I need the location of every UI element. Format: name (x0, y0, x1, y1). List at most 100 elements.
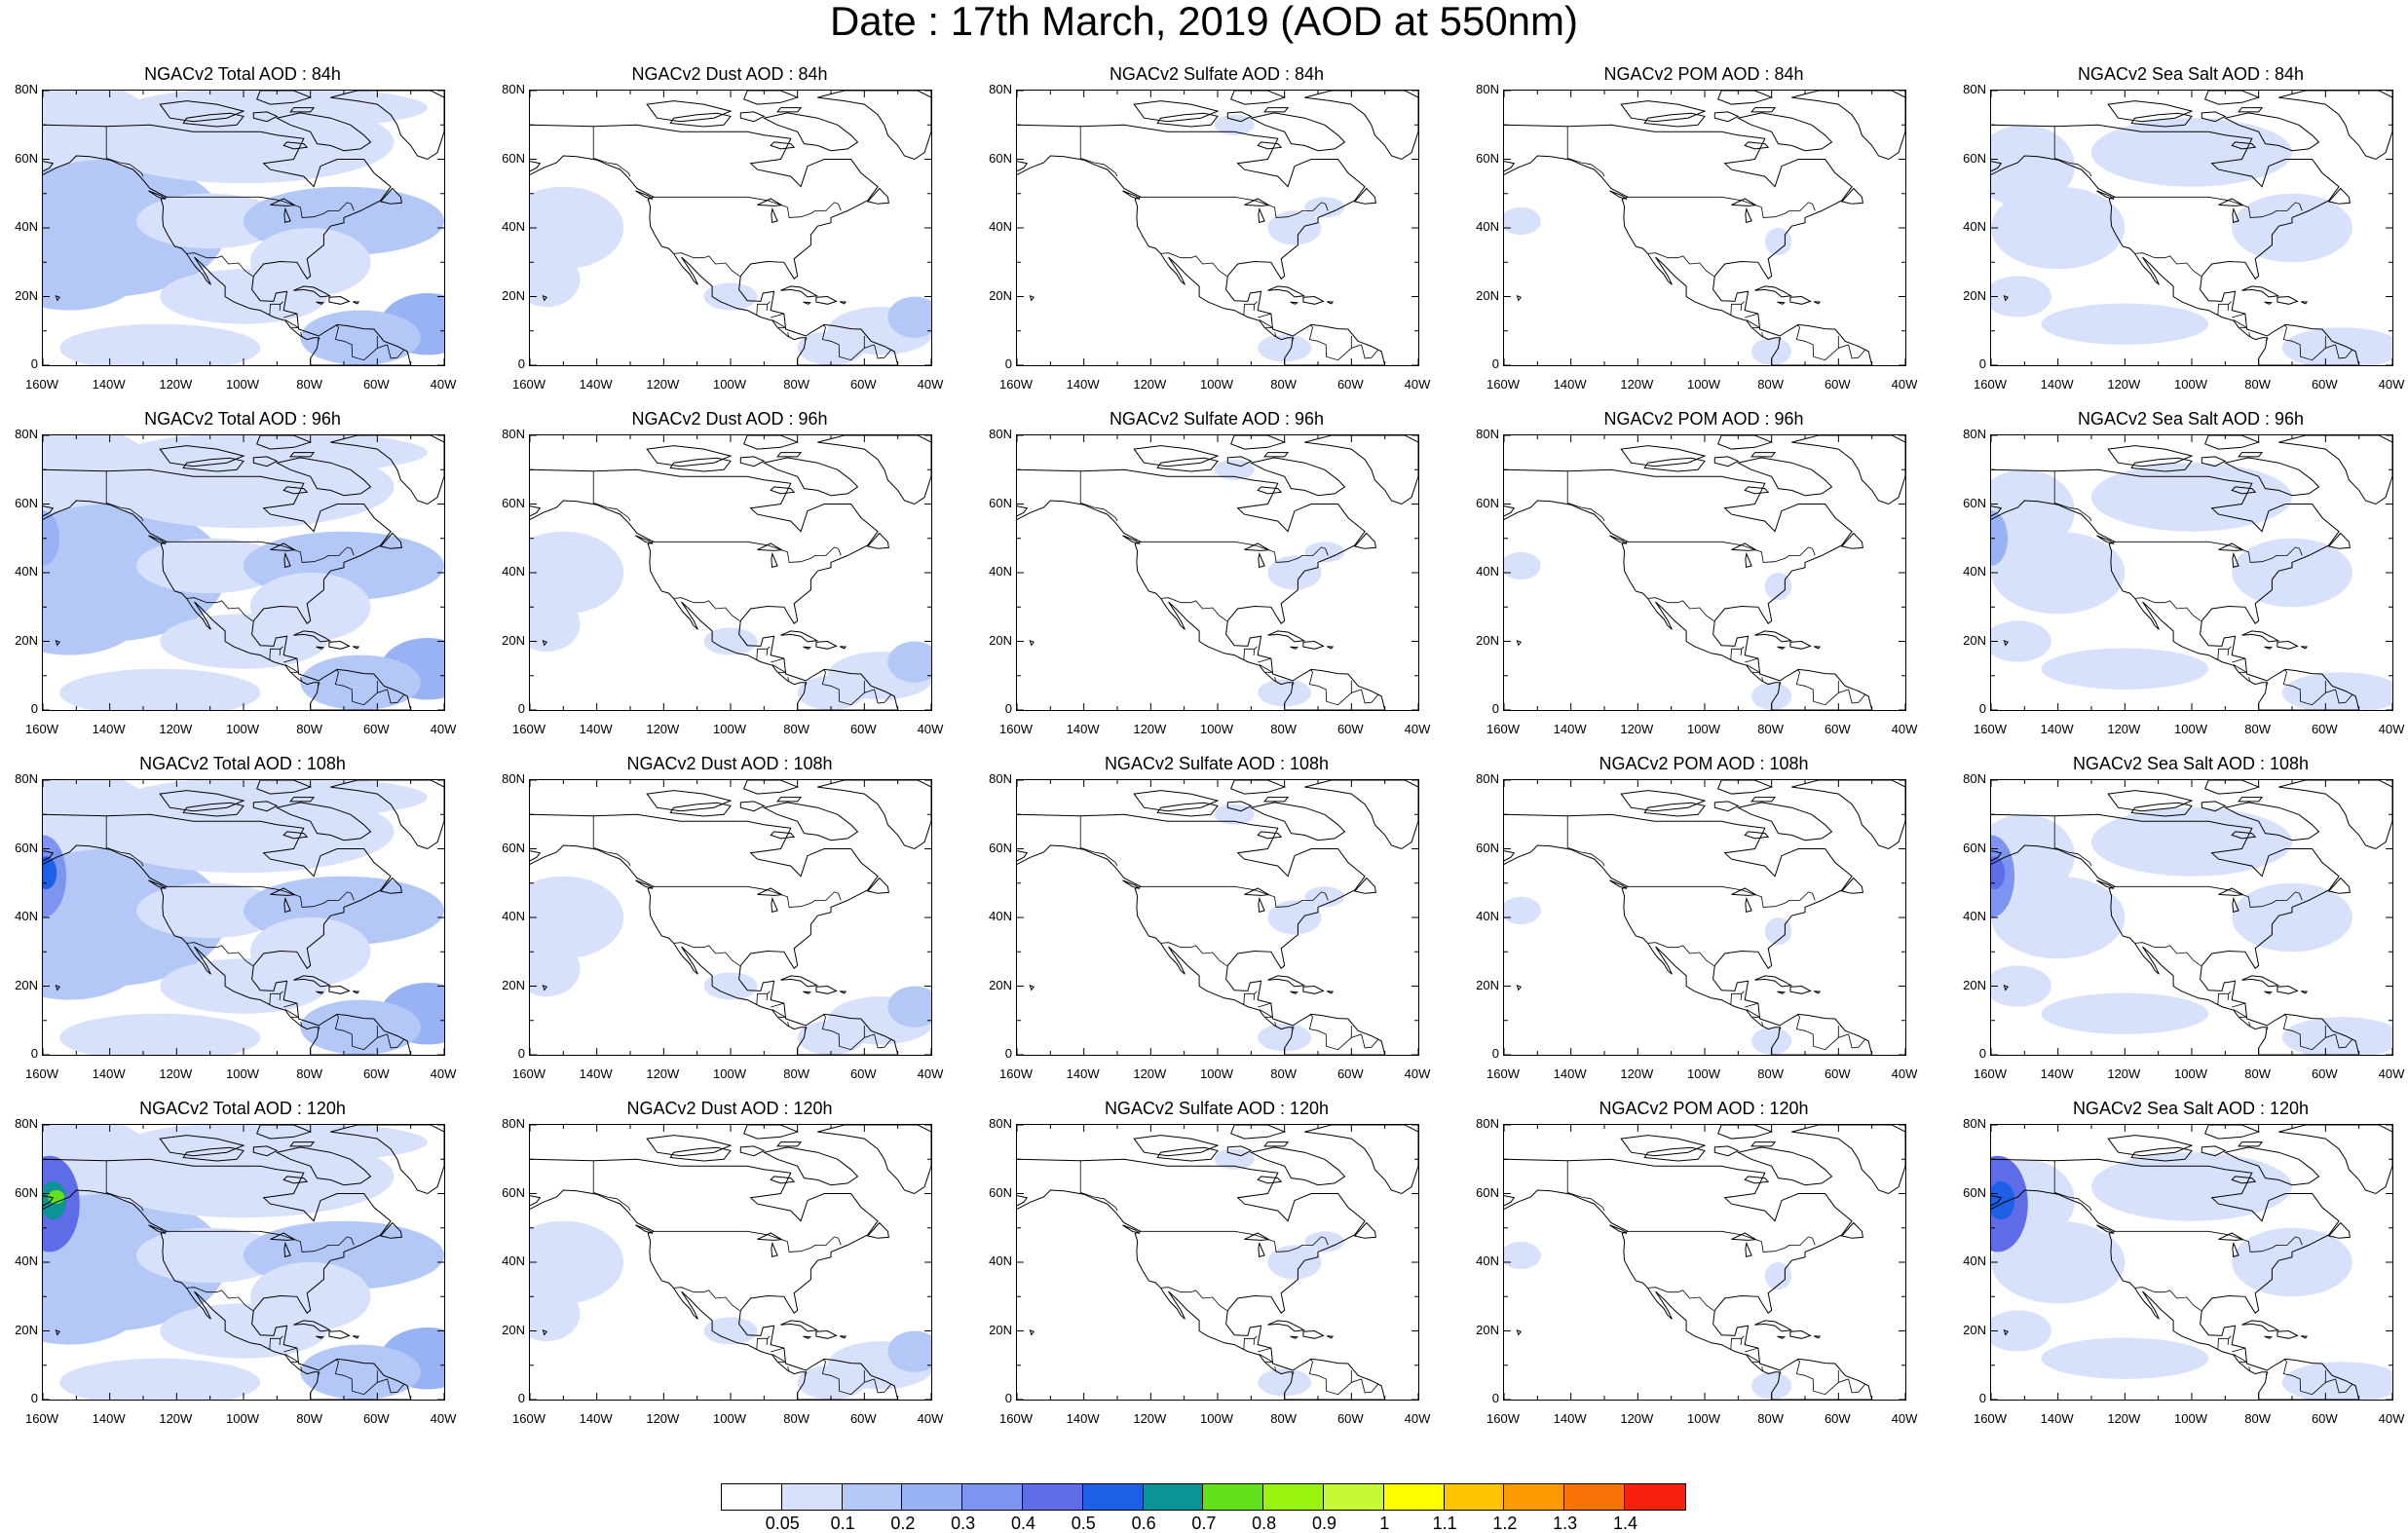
aod-map (1991, 780, 2392, 1055)
border-path (2218, 302, 2232, 316)
lat-tick-label: 60N (973, 497, 1012, 510)
coastline-path (1517, 1330, 1521, 1335)
coastline-path (1245, 543, 1269, 550)
lon-tick-label: 60W (352, 1067, 400, 1081)
lat-tick-label: 20N (0, 1324, 38, 1337)
coastline (1504, 1125, 1905, 1400)
coastline-path (1259, 1244, 1264, 1257)
lat-tick-label: 60N (0, 1186, 38, 1200)
coastline-path (1814, 647, 1820, 649)
coastline-path (2301, 1336, 2307, 1338)
coastline-path (1259, 554, 1264, 568)
coastline-path (2278, 1125, 2392, 1194)
coastline-path (781, 1321, 817, 1331)
lon-tick-label: 120W (638, 723, 687, 736)
border-path (757, 647, 771, 660)
coastline-path (771, 209, 777, 223)
coastline-path (1751, 108, 1775, 112)
lon-tick-label: 120W (1125, 378, 1174, 392)
coastline-path (1504, 125, 1872, 365)
lon-tick-label: 100W (1679, 1412, 1728, 1426)
lon-tick-label: 120W (2099, 1412, 2148, 1426)
lon-tick-label: 160W (1966, 1067, 2014, 1081)
colorbar-cell (1324, 1484, 1384, 1510)
lon-tick-label: 140W (1546, 723, 1595, 736)
coastline-path (1778, 647, 1785, 649)
coastline-path (771, 1177, 794, 1183)
panel-title: NGACv2 POM AOD : 120h (1503, 1099, 1904, 1118)
coastline-path (2265, 647, 2272, 649)
border-path (1796, 1359, 1838, 1395)
border-path (674, 253, 740, 277)
lat-tick-label: 20N (486, 1324, 525, 1337)
coastline-path (1751, 1142, 1775, 1146)
border-path (593, 1161, 630, 1211)
coastline-path (1134, 1136, 1218, 1156)
coastline-path (1291, 991, 1298, 993)
border-path (1731, 302, 1745, 316)
lon-tick-label: 80W (285, 723, 334, 736)
lon-tick-label: 160W (1479, 378, 1527, 392)
aod-region (59, 1014, 260, 1055)
lon-tick-label: 140W (85, 1067, 133, 1081)
coastline-path (1304, 91, 1418, 160)
border-path (2228, 993, 2229, 1000)
coastline-path (1303, 297, 1324, 305)
border-path (1080, 816, 1117, 866)
border-path (2228, 1338, 2229, 1345)
lon-tick-label: 120W (638, 378, 687, 392)
coastline-path (1732, 199, 1756, 206)
coastline-path (817, 1125, 931, 1194)
coastline-path (2242, 631, 2278, 642)
lon-tick-label: 80W (2234, 1067, 2282, 1081)
lon-tick-label: 160W (1966, 723, 2014, 736)
coastline-path (777, 1142, 801, 1146)
panel-title: NGACv2 Sulfate AOD : 108h (1016, 754, 1417, 773)
coastline-path (2265, 302, 2272, 304)
colorbar-label: 0.05 (758, 1514, 807, 1533)
aod-map (530, 91, 931, 365)
map-frame (529, 1124, 932, 1401)
coastline-path (1258, 487, 1281, 494)
lon-tick-label: 120W (1612, 1067, 1661, 1081)
coastline-path (1751, 798, 1775, 802)
lat-tick-label: 0 (973, 357, 1012, 371)
border-path (1628, 197, 1815, 217)
coastline-path (804, 302, 810, 304)
lat-tick-label: 60N (1947, 841, 1986, 855)
border-path (1745, 314, 1758, 318)
colorbar-cell (782, 1484, 843, 1510)
coastline-path (1621, 1136, 1705, 1156)
border-path (2232, 1003, 2245, 1007)
lon-tick-label: 140W (2033, 1412, 2082, 1426)
coastline-path (764, 458, 857, 496)
lon-tick-label: 140W (1546, 1412, 1595, 1426)
lat-tick-label: 20N (486, 979, 525, 992)
border-path (771, 658, 784, 662)
coastline-path (1790, 297, 1811, 305)
lon-tick-label: 40W (2367, 723, 2408, 736)
map-frame (1503, 779, 1906, 1056)
lon-tick-label: 80W (772, 723, 821, 736)
border-path (2232, 314, 2245, 318)
lon-tick-label: 80W (2234, 378, 2282, 392)
coastline-path (840, 302, 846, 304)
lat-tick-label: 20N (1947, 289, 1986, 303)
aod-field (1504, 897, 1791, 1055)
aod-region (2042, 993, 2209, 1034)
lon-tick-label: 40W (419, 1067, 468, 1081)
lon-tick-label: 40W (1880, 378, 1929, 392)
lat-tick-label: 60N (973, 152, 1012, 166)
lat-tick-label: 20N (973, 1324, 1012, 1337)
coastline-path (1714, 1146, 1738, 1156)
colorbar-label: 0.7 (1180, 1514, 1228, 1533)
aod-field (1991, 118, 2392, 365)
coastline-path (1714, 457, 1738, 467)
lat-tick-label: 0 (486, 357, 525, 371)
border-path (593, 471, 630, 521)
border-path (1849, 345, 1865, 358)
aod-region (2232, 194, 2352, 263)
panel-title: NGACv2 POM AOD : 108h (1503, 754, 1904, 773)
coastline-path (1030, 986, 1034, 991)
